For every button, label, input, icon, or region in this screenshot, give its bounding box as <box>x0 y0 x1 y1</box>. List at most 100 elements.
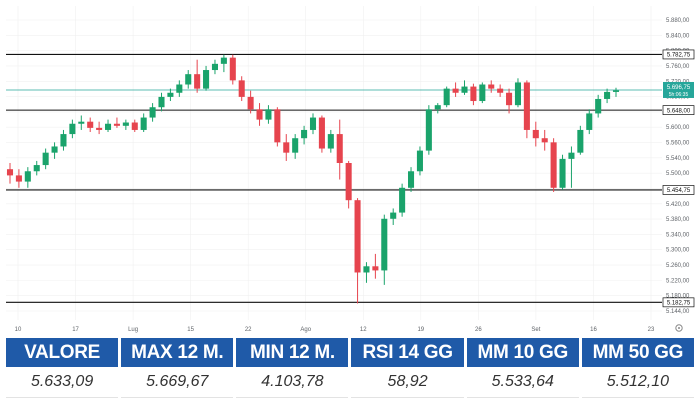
candle-up <box>416 150 423 172</box>
candle-down <box>372 266 379 271</box>
candlestick-chart-svg: 5.880,005.840,005.800,005.760,005.720,00… <box>6 6 695 333</box>
level-label: 5.648,00 <box>667 108 691 114</box>
candle-up <box>577 129 584 153</box>
stat-label: MM 10 GG <box>466 338 579 367</box>
candle-up <box>381 218 388 271</box>
last-price-badge <box>663 81 694 98</box>
x-tick-label: 19 <box>417 327 424 333</box>
candle-down <box>488 84 495 89</box>
stat-mm-50gg: MM 50 GG 5.512,10 <box>581 338 694 398</box>
y-tick-label: 5.300,00 <box>666 248 690 254</box>
candle-up <box>140 117 147 130</box>
candle-up <box>514 82 522 106</box>
gear-icon <box>675 324 683 332</box>
candle-down <box>256 109 263 120</box>
candle-up <box>292 138 299 153</box>
candle-up <box>390 212 397 219</box>
candle-up <box>185 74 192 85</box>
y-tick-label: 5.340,00 <box>666 232 690 238</box>
stat-rsi-14gg: RSI 14 GG 58,92 <box>351 338 464 398</box>
stat-label: MIN 12 M. <box>236 338 349 367</box>
x-tick-label: 15 <box>187 327 194 333</box>
stat-mm-10gg: MM 10 GG 5.533,64 <box>466 338 579 398</box>
candle-up <box>149 107 156 118</box>
y-tick-label: 5.560,00 <box>666 141 690 147</box>
stat-value: 58,92 <box>351 367 464 398</box>
candle-up <box>568 152 575 159</box>
level-label: 5.782,75 <box>667 53 691 59</box>
y-tick-label: 5.880,00 <box>666 18 690 24</box>
candle-down <box>283 142 290 153</box>
stats-grid: VALORE 5.633,09 MAX 12 M. 5.669,67 MIN 1… <box>6 338 694 398</box>
level-label-box <box>662 297 695 308</box>
level-label-box <box>662 185 695 195</box>
candle-down <box>523 82 530 130</box>
candle-up <box>586 113 593 130</box>
candle-up <box>24 171 31 182</box>
candle-down <box>532 129 539 139</box>
x-tick-label: 10 <box>15 327 22 333</box>
candle-down <box>274 109 281 143</box>
candle-down <box>229 57 236 81</box>
y-tick-label: 5.500,00 <box>666 171 690 177</box>
stat-label: MAX 12 M. <box>121 338 234 367</box>
candle-up <box>559 158 566 188</box>
stat-label: RSI 14 GG <box>351 338 464 367</box>
level-label: 5.182,75 <box>667 301 691 307</box>
x-tick-label: Set <box>531 327 540 333</box>
stat-max-12m: MAX 12 M. 5.669,67 <box>121 338 234 398</box>
candle-down <box>506 92 513 106</box>
candle-down <box>452 88 459 93</box>
candle-down <box>318 117 325 149</box>
y-tick-label: 5.840,00 <box>666 33 690 39</box>
last-price-countdown: 5h:06:35 <box>669 92 689 98</box>
candle-down <box>336 134 343 163</box>
candle-up <box>434 105 441 110</box>
candle-up <box>78 121 85 124</box>
candle-up <box>42 152 49 166</box>
stat-label: MM 50 GG <box>581 338 694 367</box>
price-chart: 5.880,005.840,005.800,005.760,005.720,00… <box>6 6 695 333</box>
stat-value: 5.512,10 <box>581 367 694 398</box>
candle-up <box>203 70 210 89</box>
candle-up <box>158 96 165 108</box>
y-tick-label: 5.220,00 <box>666 278 690 284</box>
candle-up <box>399 187 406 213</box>
x-tick-label: 23 <box>648 327 655 333</box>
x-tick-label: 22 <box>245 327 252 333</box>
candle-up <box>443 88 450 106</box>
candle-down <box>15 175 22 182</box>
gear-icon-center <box>678 327 680 329</box>
x-tick-label: 12 <box>360 327 367 333</box>
stat-value: 5.533,64 <box>466 367 579 398</box>
candle-up <box>211 63 219 71</box>
stat-value: 5.669,67 <box>121 367 234 398</box>
candle-down <box>113 123 120 126</box>
candle-up <box>122 122 129 126</box>
candle-up <box>612 90 620 92</box>
last-price-label: 5.696,75 <box>667 85 691 91</box>
level-label: 5.454,75 <box>667 188 691 194</box>
x-tick-label: Lug <box>128 327 138 333</box>
stat-value: 4.103,78 <box>236 367 349 398</box>
candle-down <box>131 122 138 130</box>
y-tick-label: 5.540,00 <box>666 156 690 162</box>
y-tick-label: 5.180,00 <box>666 294 690 300</box>
y-tick-label: 5.260,00 <box>666 263 690 269</box>
candle-up <box>69 123 76 135</box>
candle-down <box>550 142 557 188</box>
candle-up <box>461 86 468 93</box>
candle-up <box>425 109 432 151</box>
candle-up <box>167 92 174 97</box>
level-label-box <box>662 49 695 60</box>
stat-valore: VALORE 5.633,09 <box>6 338 119 398</box>
candle-up <box>220 57 227 64</box>
candle-down <box>194 74 201 89</box>
candle-up <box>60 134 67 147</box>
candle-up <box>309 117 317 130</box>
candle-down <box>354 200 361 273</box>
stat-value: 5.633,09 <box>6 367 119 398</box>
candle-up <box>33 165 40 172</box>
candle-up <box>595 98 602 114</box>
level-label-box <box>662 105 695 115</box>
